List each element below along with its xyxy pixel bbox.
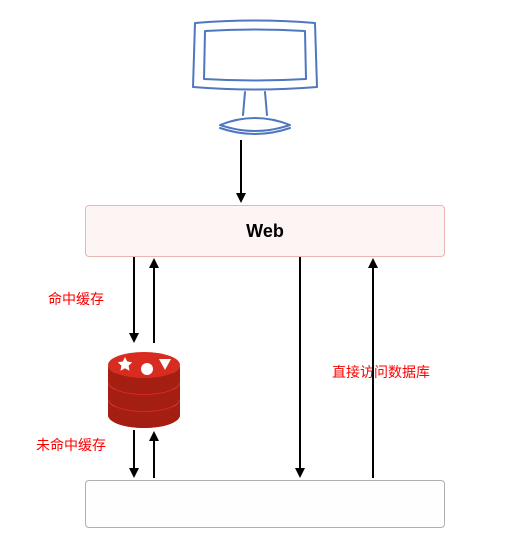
arrow-web-to-redis	[133, 257, 135, 333]
arrow-redis-to-db-head	[129, 468, 139, 478]
computer-icon	[185, 15, 325, 140]
redis-icon	[105, 345, 183, 430]
arrow-db-to-web-head	[368, 258, 378, 268]
redis-node	[105, 345, 183, 430]
arrow-db-to-redis	[153, 441, 155, 478]
arrow-client-to-web-head	[236, 193, 246, 203]
arrow-web-to-db-head	[295, 468, 305, 478]
arrow-db-to-redis-head	[149, 431, 159, 441]
arrow-web-to-db	[299, 257, 301, 468]
web-label: Web	[246, 221, 284, 242]
arrow-web-to-redis-head	[129, 333, 139, 343]
database-node	[85, 480, 445, 528]
diagram-canvas: Web 命中缓存未命中缓存 直接访问数据库	[0, 0, 515, 555]
label-direct-db: 直接访问数据库	[332, 362, 430, 382]
label-cache-hit: 命中缓存	[48, 289, 104, 309]
arrow-redis-to-web-head	[149, 258, 159, 268]
arrow-redis-to-db	[133, 430, 135, 468]
arrow-client-to-web	[240, 140, 242, 193]
arrow-redis-to-web	[153, 268, 155, 343]
client-node	[185, 15, 325, 140]
label-cache-miss: 未命中缓存	[36, 435, 106, 455]
arrow-db-to-web	[372, 268, 374, 478]
web-node: Web	[85, 205, 445, 257]
